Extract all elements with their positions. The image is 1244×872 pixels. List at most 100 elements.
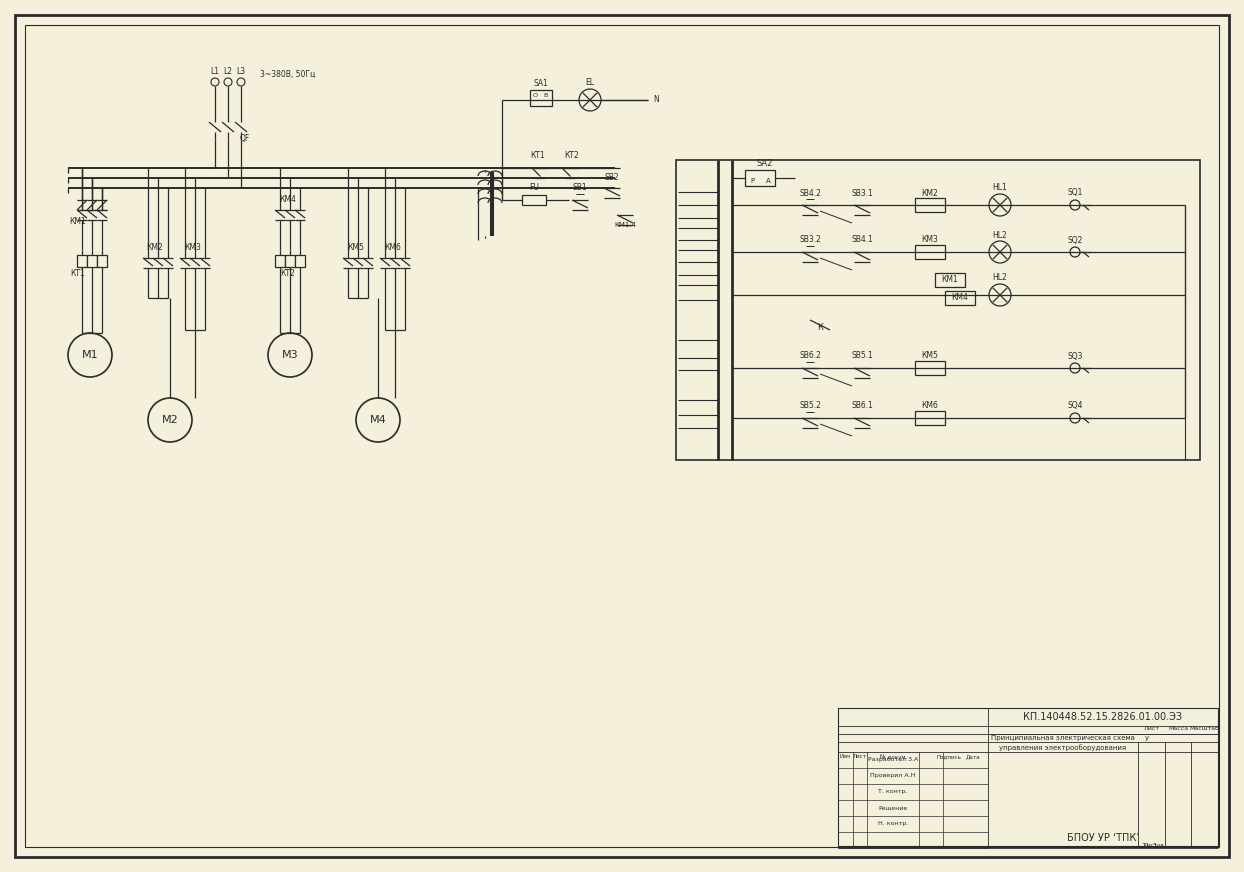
Text: EL: EL xyxy=(586,78,595,87)
Circle shape xyxy=(1070,363,1080,373)
Text: Принципиальная электрическая схема: Принципиальная электрическая схема xyxy=(991,735,1135,741)
Circle shape xyxy=(1070,200,1080,210)
Text: Н. контр.: Н. контр. xyxy=(878,821,908,827)
Text: SB4.1: SB4.1 xyxy=(851,235,873,244)
Text: КМ3: КМ3 xyxy=(922,235,938,244)
Circle shape xyxy=(989,241,1011,263)
Text: Листов: Листов xyxy=(1144,843,1164,848)
Text: N: N xyxy=(653,96,659,105)
Text: 1: 1 xyxy=(1141,843,1146,849)
Bar xyxy=(675,160,1200,460)
Text: В: В xyxy=(542,93,547,99)
Text: КП.140448.52.15.2826.01.00.ЭЗ: КП.140448.52.15.2826.01.00.ЭЗ xyxy=(1024,712,1183,722)
Text: Р: Р xyxy=(750,178,754,184)
Text: HL2: HL2 xyxy=(993,274,1008,283)
Text: Дата: Дата xyxy=(965,754,980,760)
Bar xyxy=(935,273,965,287)
Text: М2: М2 xyxy=(162,415,178,425)
Text: L1: L1 xyxy=(210,67,219,77)
Bar xyxy=(522,195,546,205)
Circle shape xyxy=(267,333,312,377)
Text: Разработал З.А: Разработал З.А xyxy=(868,758,918,762)
Text: К: К xyxy=(817,324,824,332)
Text: SA1: SA1 xyxy=(534,79,549,88)
Text: L3: L3 xyxy=(236,67,245,77)
Circle shape xyxy=(1070,247,1080,257)
Bar xyxy=(87,255,97,267)
Text: Решение: Решение xyxy=(878,806,908,810)
Text: QF: QF xyxy=(240,133,250,142)
Text: КМ6: КМ6 xyxy=(922,401,938,411)
Text: Лист: Лист xyxy=(853,754,867,760)
Text: КТ1: КТ1 xyxy=(531,152,545,160)
Text: КТ2: КТ2 xyxy=(281,269,295,277)
Circle shape xyxy=(68,333,112,377)
Text: управления электрооборудования: управления электрооборудования xyxy=(999,745,1127,752)
Text: 3~380В, 50Гц: 3~380В, 50Гц xyxy=(260,70,315,78)
Bar xyxy=(916,198,945,212)
Circle shape xyxy=(356,398,401,442)
Text: SA2: SA2 xyxy=(756,160,774,168)
Circle shape xyxy=(148,398,192,442)
Text: М1: М1 xyxy=(82,350,98,360)
Text: А: А xyxy=(765,178,770,184)
Bar xyxy=(916,361,945,375)
Text: КМ2: КМ2 xyxy=(922,188,938,197)
Text: Подпись: Подпись xyxy=(937,754,962,760)
Bar xyxy=(275,255,285,267)
Text: у: у xyxy=(1144,735,1148,741)
Text: Масштаб: Масштаб xyxy=(1189,726,1219,731)
Bar xyxy=(916,245,945,259)
Text: SQ4: SQ4 xyxy=(1067,401,1082,411)
Text: Изм: Изм xyxy=(840,754,851,760)
Text: Масса: Масса xyxy=(1168,726,1188,731)
Circle shape xyxy=(1070,413,1080,423)
Text: КТ2: КТ2 xyxy=(565,152,580,160)
Bar xyxy=(945,291,975,305)
Text: БПОУ УР ‘ТПК’: БПОУ УР ‘ТПК’ xyxy=(1067,833,1140,843)
Text: SQ1: SQ1 xyxy=(1067,188,1082,197)
Text: КМ1: КМ1 xyxy=(70,217,86,227)
Text: КМ6: КМ6 xyxy=(384,243,402,253)
Text: SB6.1: SB6.1 xyxy=(851,401,873,411)
Text: КМ4: КМ4 xyxy=(952,294,968,303)
Bar xyxy=(97,255,107,267)
Text: SB1: SB1 xyxy=(572,183,587,193)
Text: № докум.: № докум. xyxy=(881,754,908,760)
Text: КМ4: КМ4 xyxy=(280,195,296,205)
Circle shape xyxy=(989,284,1011,306)
Circle shape xyxy=(578,89,601,111)
Circle shape xyxy=(238,78,245,86)
Text: М4: М4 xyxy=(369,415,387,425)
Text: SB2: SB2 xyxy=(605,174,620,182)
Text: SB3.2: SB3.2 xyxy=(799,235,821,244)
Text: FU: FU xyxy=(529,183,539,193)
Text: SB5.1: SB5.1 xyxy=(851,351,873,360)
Circle shape xyxy=(989,194,1011,216)
Text: 1: 1 xyxy=(1152,843,1157,849)
Bar xyxy=(77,255,87,267)
Text: КМ1: КМ1 xyxy=(942,276,958,284)
Text: L2: L2 xyxy=(224,67,233,77)
Bar xyxy=(916,411,945,425)
Text: SB4.2: SB4.2 xyxy=(799,188,821,197)
Text: SQ2: SQ2 xyxy=(1067,235,1082,244)
Text: HL1: HL1 xyxy=(993,183,1008,193)
Bar xyxy=(530,90,552,106)
Circle shape xyxy=(211,78,219,86)
Text: SB5.2: SB5.2 xyxy=(799,401,821,411)
Circle shape xyxy=(224,78,231,86)
Text: Лист: Лист xyxy=(1143,726,1159,731)
Bar xyxy=(745,170,775,186)
Text: М3: М3 xyxy=(281,350,299,360)
Text: КМ3: КМ3 xyxy=(184,243,202,253)
Text: Проверил А.Н: Проверил А.Н xyxy=(871,773,916,779)
Bar xyxy=(838,708,1218,846)
Text: HL2: HL2 xyxy=(993,230,1008,240)
Text: КМ1.4: КМ1.4 xyxy=(615,222,636,228)
Text: Т. контр.: Т. контр. xyxy=(878,789,908,794)
Bar xyxy=(285,255,295,267)
Text: КМ5: КМ5 xyxy=(922,351,938,360)
Text: SB3.1: SB3.1 xyxy=(851,188,873,197)
Bar xyxy=(295,255,305,267)
